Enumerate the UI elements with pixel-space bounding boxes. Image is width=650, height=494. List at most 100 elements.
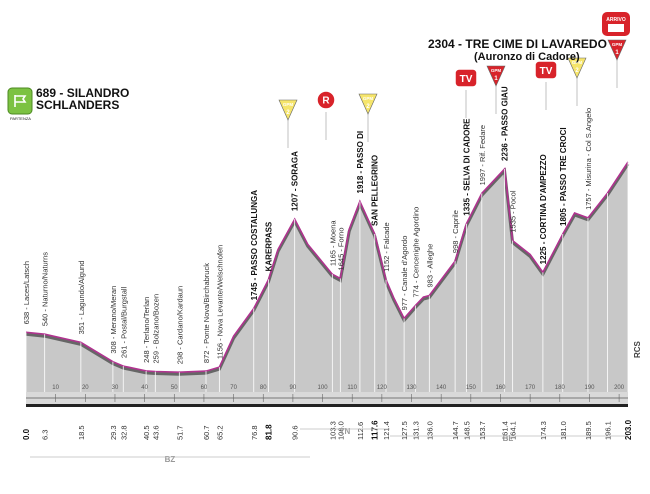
place-label: 1335 - SELVA DI CADORE: [462, 118, 471, 216]
place-label: 259 - Bolzano/Bozen: [151, 294, 160, 364]
tick-label: 150: [466, 385, 477, 391]
gpm-marker: GPM 1: [486, 65, 506, 114]
km-label: 65.2: [215, 425, 224, 440]
tick-label: 90: [290, 385, 297, 391]
svg-text:GPM: GPM: [363, 96, 374, 101]
svg-text:R: R: [322, 96, 330, 107]
svg-text:GPM: GPM: [491, 68, 502, 73]
gpm-marker: GPM 2: [358, 93, 378, 142]
tick-label: 140: [436, 385, 447, 391]
place-label: 1805 - PASSO TRE CROCI: [559, 127, 568, 226]
region-label: TN: [340, 427, 351, 436]
km-label: 51.7: [175, 425, 184, 440]
tick-label: 70: [230, 385, 237, 391]
tick-label: 20: [82, 385, 89, 391]
place-label: KARERPASS: [265, 221, 274, 271]
place-label: 1165 - Moena: [328, 220, 337, 267]
place-label: 638 - Laces/Latsch: [22, 261, 31, 324]
place-label: 1152 - Falcade: [382, 222, 391, 271]
place-label: SAN PELLEGRINO: [371, 155, 380, 226]
km-label: 117.6: [371, 420, 380, 440]
tick-label: 40: [141, 385, 148, 391]
tick-label: 120: [377, 385, 388, 391]
km-label: 161.4: [501, 421, 510, 440]
svg-text:TV: TV: [540, 66, 553, 77]
base-strip: [26, 392, 628, 407]
km-label: 18.5: [77, 425, 86, 440]
place-lines: [25, 162, 629, 392]
place-label: 540 - Naturno/Naturns: [41, 252, 50, 326]
svg-text:GPM: GPM: [283, 102, 294, 107]
place-label: 248 - Terlano/Terlan: [142, 297, 151, 363]
start-flag-icon: [7, 87, 33, 115]
place-label: 1225 - CORTINA D'AMPEZZO: [539, 154, 548, 264]
km-label: 60.7: [202, 425, 211, 440]
place-label: 308 - Merano/Meran: [109, 286, 118, 354]
svg-text:GPM: GPM: [612, 42, 623, 47]
profile-area: [25, 161, 630, 392]
place-label: 1207 - SORAGA: [291, 151, 300, 211]
tv-icon: [534, 60, 558, 80]
km-label: 189.5: [584, 421, 593, 440]
gpm-icon: [567, 57, 587, 79]
svg-text:ARRIVO: ARRIVO: [606, 17, 626, 23]
km-label: 181.0: [559, 421, 568, 440]
place-label: 2236 - PASSO GIAU: [501, 86, 510, 161]
svg-text:1: 1: [615, 50, 619, 56]
km-label: 29.3: [109, 425, 118, 440]
place-label: 1645 - Forno: [336, 227, 345, 270]
start-title-de: SCHLANDERS: [36, 98, 119, 112]
gpm-icon: [486, 65, 506, 87]
gpm-icon: [358, 93, 378, 115]
region-label: BZ: [165, 455, 176, 464]
place-labels: 638 - Laces/Latsch 540 - Naturno/Naturns 3…: [22, 86, 593, 364]
start-badge: [7, 87, 33, 115]
place-label: 977 - Canale d'Agordo: [400, 236, 409, 311]
place-label: 983 - Alleghe: [425, 244, 434, 288]
tick-label: 170: [525, 385, 536, 391]
tick-label: 160: [495, 385, 506, 391]
place-label: 351 - Lagundo/Algund: [77, 261, 86, 335]
km-label: 32.8: [119, 425, 128, 440]
km-label: 164.1: [509, 421, 518, 440]
region-labels: BZ TN BL: [30, 427, 628, 464]
place-label: 1535 - Pocol: [509, 190, 518, 232]
profile-markers: GPM 2 R GPM 2 TV GPM 1 TV GPM 2 GPM 1: [278, 39, 627, 148]
tick-label: 50: [171, 385, 178, 391]
place-label: 261 - Postal/Burgstall: [119, 286, 128, 358]
tick-label: 130: [407, 385, 418, 391]
km-label: 131.3: [411, 421, 420, 440]
km-label: 40.5: [142, 425, 151, 440]
start-title-it: 689 - SILANDRO: [36, 86, 129, 100]
km-labels: 0.0 6.3 18.5 29.3 32.8 40.5 43.6 51.7 60.7 65.2 76…: [22, 419, 633, 440]
km-label: 112.6: [356, 422, 365, 440]
gpm-marker: GPM 2: [567, 57, 587, 106]
km-label: 106.0: [336, 421, 345, 440]
tick-label: 10: [52, 385, 59, 391]
km-label: 203.0: [624, 419, 633, 440]
region-label: BL: [503, 434, 514, 443]
rcs-logo: RCS: [633, 340, 642, 358]
km-label: 43.6: [151, 425, 160, 440]
km-label: 136.0: [425, 421, 434, 440]
tick-label: 80: [260, 385, 267, 391]
tv-marker: TV: [454, 68, 478, 118]
finish-subtitle: (Auronzo di Cadore): [474, 51, 580, 63]
place-label: 1918 - PASSO DI: [356, 131, 365, 194]
km-label: 103.3: [328, 421, 337, 440]
sprint-marker: R: [316, 90, 336, 140]
km-label: 153.7: [478, 421, 487, 440]
finish-title: 2304 - TRE CIME DI LAVAREDO: [428, 37, 607, 51]
tick-label: 190: [584, 385, 595, 391]
tick-label: 180: [555, 385, 566, 391]
tv-marker: TV: [534, 60, 558, 110]
place-label: 872 - Ponte Nova/Birchabruck: [202, 263, 211, 363]
tick-label: 110: [347, 385, 357, 391]
km-label: 196.1: [604, 421, 613, 440]
km-label: 148.5: [462, 421, 471, 440]
km-label: 127.5: [400, 421, 409, 440]
km-label: 76.8: [250, 425, 259, 440]
place-label: 998 - Caprile: [451, 210, 460, 253]
gpm-icon: [278, 99, 298, 121]
